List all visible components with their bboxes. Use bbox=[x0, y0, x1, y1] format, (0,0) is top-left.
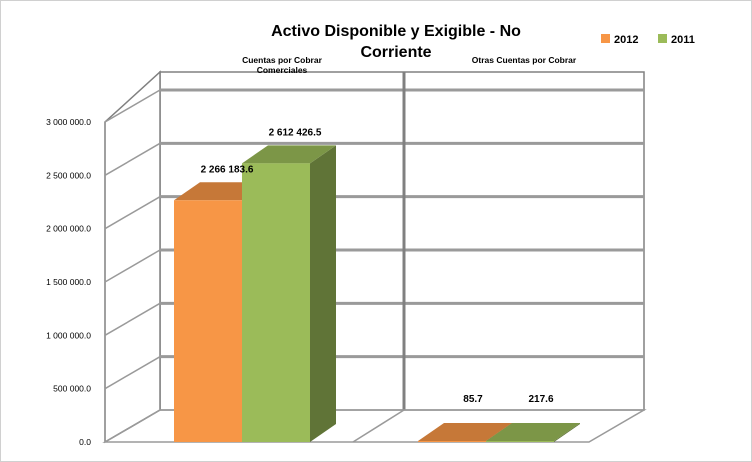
gridline-side bbox=[104, 356, 161, 390]
legend-swatch-2011 bbox=[658, 34, 667, 43]
bar-front bbox=[174, 200, 242, 442]
bars-layer bbox=[174, 145, 580, 442]
y-tick-label: 3 000 000.0 bbox=[46, 117, 91, 127]
y-axis: 0.0 500 000.0 1 000 000.0 1 500 000.0 2 000 … bbox=[46, 117, 91, 447]
y-tick-label: 500 000.0 bbox=[53, 384, 91, 394]
bar-top bbox=[242, 145, 336, 164]
data-label: 85.7 bbox=[463, 394, 483, 405]
bar-front bbox=[418, 441, 486, 442]
y-tick-label: 0.0 bbox=[79, 437, 91, 447]
legend-label-2012: 2012 bbox=[614, 34, 638, 46]
gridline-side bbox=[104, 196, 161, 230]
gridline-side bbox=[104, 302, 161, 336]
gridline-side bbox=[104, 142, 161, 176]
y-tick-label: 1 500 000.0 bbox=[46, 277, 91, 287]
data-label: 217.6 bbox=[528, 394, 553, 405]
chart-title-line-2: Corriente bbox=[360, 44, 431, 61]
y-tick-label: 2 000 000.0 bbox=[46, 224, 91, 234]
gridline-side bbox=[104, 89, 161, 123]
category-label: Comerciales bbox=[257, 65, 308, 75]
bar-top bbox=[418, 423, 512, 441]
category-label: Otras Cuentas por Cobrar bbox=[472, 55, 577, 65]
bar-front bbox=[242, 163, 310, 442]
side-wall bbox=[104, 70, 161, 444]
legend-label-2011: 2011 bbox=[671, 34, 695, 46]
legend-swatch-2012 bbox=[601, 34, 610, 43]
bar-side bbox=[310, 145, 336, 442]
category-label: Cuentas por Cobrar bbox=[242, 55, 323, 65]
bar-top bbox=[486, 423, 580, 441]
y-tick-label: 1 000 000.0 bbox=[46, 330, 91, 340]
data-label: 2 266 183.6 bbox=[201, 164, 254, 175]
y-tick-label: 2 500 000.0 bbox=[46, 170, 91, 180]
floor-divider bbox=[352, 409, 405, 443]
bar-2011-1 bbox=[486, 423, 580, 442]
chart-title-line-1: Activo Disponible y Exigible - No bbox=[271, 23, 521, 40]
data-label: 2 612 426.5 bbox=[269, 127, 322, 138]
gridline-side bbox=[104, 249, 161, 283]
bar-side bbox=[554, 423, 580, 442]
bar-front bbox=[486, 441, 554, 442]
bar-2011-0 bbox=[242, 145, 336, 442]
legend: 2012 2011 bbox=[601, 34, 695, 46]
